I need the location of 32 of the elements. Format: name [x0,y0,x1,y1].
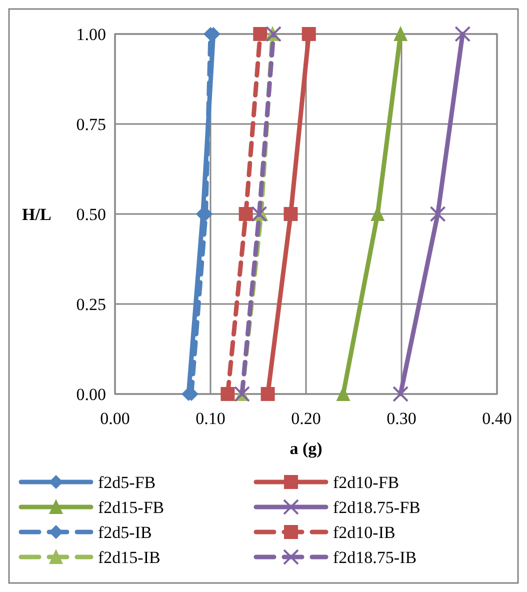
legend-label: f2d5-FB [98,473,156,492]
x-axis-title: a (g) [290,439,322,458]
point [220,387,235,401]
x-tick-label: 0.40 [482,409,512,428]
x-tick-label: 0.10 [196,409,226,428]
legend-label: f2d5-IB [98,523,152,542]
y-tick-label: 1.00 [76,25,106,44]
y-tick-label: 0.75 [76,115,106,134]
legend-label: f2d10-IB [333,523,396,542]
legend-label: f2d15-IB [98,548,160,567]
x-tick-label: 0.00 [100,409,130,428]
point [392,386,409,402]
point [253,27,268,41]
y-tick-label: 0.00 [76,385,106,404]
legend-label: f2d15-FB [98,498,164,517]
point [336,386,350,401]
point [251,206,268,222]
point [302,27,316,41]
point [430,206,446,222]
point [394,26,408,41]
point [238,207,253,221]
point [284,207,298,221]
x-tick-label: 0.30 [386,409,416,428]
point [454,26,471,42]
point [260,387,275,401]
legend-label: f2d18.75-FB [333,498,420,517]
x-tick-label: 0.20 [291,409,321,428]
y-tick-label: 0.25 [76,295,106,314]
y-axis-title: H/L [22,205,52,224]
legend-label: f2d18.75-IB [333,548,417,567]
y-tick-label: 0.50 [76,205,106,224]
legend-label: f2d10-FB [333,473,400,492]
